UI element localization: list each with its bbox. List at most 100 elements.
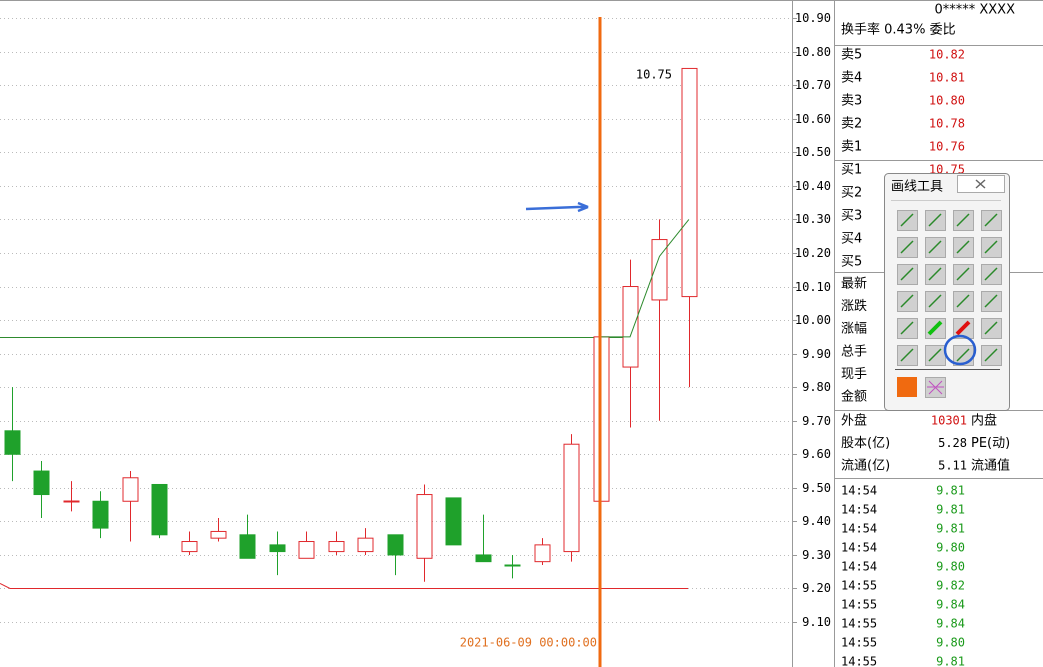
- y-tick-label: 9.80: [802, 380, 831, 394]
- candle-body: [681, 67, 698, 298]
- tool-glyph: [928, 240, 942, 254]
- tick-time: 14:55: [841, 579, 877, 593]
- y-tick-label: 10.00: [795, 313, 831, 327]
- ask-label: 卖2: [841, 117, 862, 132]
- candle-body: [357, 537, 374, 553]
- popup-title: 画线工具: [891, 180, 943, 195]
- tool-glyph: [928, 294, 942, 308]
- tool-glyph: [927, 380, 944, 395]
- bid-label: 买5: [841, 255, 862, 270]
- bid-label: 买4: [841, 232, 862, 247]
- y-tick-label: 10.40: [795, 179, 831, 193]
- candle-body: [181, 541, 198, 553]
- ask-label: 卖3: [841, 94, 862, 109]
- tool-glyph: [984, 294, 998, 308]
- tick-time: 14:54: [841, 522, 877, 536]
- stat-label: 总手: [841, 344, 867, 359]
- tool-glyph: [928, 267, 942, 281]
- ask-price: 10.82: [929, 48, 965, 62]
- highlight-circle: [943, 334, 977, 366]
- info-label: 股本(亿): [841, 436, 890, 451]
- y-tick-label: 10.60: [795, 112, 831, 126]
- y-tick-label: 10.30: [795, 212, 831, 226]
- candle-body: [445, 497, 462, 546]
- tool-glyph: [956, 267, 970, 281]
- y-tick-label: 9.40: [802, 514, 831, 528]
- candle-body: [4, 430, 21, 455]
- ask-label: 卖1: [841, 140, 862, 155]
- tool-glyph: [900, 321, 914, 335]
- ask-price: 10.76: [929, 140, 965, 154]
- candle-body: [92, 500, 109, 529]
- y-tick-label: 9.10: [802, 615, 831, 629]
- tick-time: 14:54: [841, 560, 877, 574]
- tool-glyph: [927, 320, 943, 336]
- tool-glyph: [900, 213, 914, 227]
- high-label: 10.75: [636, 68, 672, 82]
- candle-body: [651, 239, 668, 301]
- tool-glyph: [984, 267, 998, 281]
- moving-average: [600, 219, 690, 338]
- info-label: 外盘: [841, 413, 867, 429]
- candle-body: [269, 544, 286, 553]
- y-tick-label: 9.20: [802, 581, 831, 595]
- candle-body: [328, 541, 345, 553]
- ask-label: 卖5: [841, 48, 862, 63]
- y-tick-label: 10.10: [795, 280, 831, 294]
- tick-time: 14:55: [841, 617, 877, 631]
- candle-body: [475, 554, 492, 563]
- cursor-label: 2021-06-09 00:00:00: [460, 636, 597, 650]
- y-tick-label: 10.70: [795, 78, 831, 92]
- tool-glyph: [900, 267, 914, 281]
- tick-price: 9.81: [936, 655, 965, 667]
- tick-time: 14:54: [841, 484, 877, 498]
- bid-label: 买2: [841, 186, 862, 201]
- tool-glyph: [928, 348, 942, 362]
- tick-price: 9.82: [936, 579, 965, 593]
- tick-time: 14:55: [841, 655, 877, 667]
- turnover: 换手率 0.43% 委比: [841, 22, 956, 38]
- tool-glyph: [955, 320, 971, 336]
- tool-glyph: [956, 294, 970, 308]
- ask-price: 10.78: [929, 117, 965, 131]
- draw-tools-popup: 画线工具: [884, 173, 1010, 411]
- info-label: 流通值: [971, 458, 1010, 474]
- candle-body: [33, 470, 50, 496]
- tick-price: 9.81: [936, 522, 965, 536]
- y-tick-label: 10.20: [795, 246, 831, 260]
- tick-price: 9.80: [936, 636, 965, 650]
- y-tick-label: 9.50: [802, 481, 831, 495]
- y-tick-label: 10.90: [795, 11, 831, 25]
- ask-price: 10.81: [929, 71, 965, 85]
- tool-glyph: [900, 294, 914, 308]
- y-tick-label: 10.50: [795, 145, 831, 159]
- y-tick-label: 9.90: [802, 347, 831, 361]
- info-label: PE(动): [971, 436, 1010, 451]
- candle-body: [534, 544, 551, 563]
- low-line: [0, 583, 688, 589]
- tool-glyph: [956, 240, 970, 254]
- tool-glyph: [956, 213, 970, 227]
- color-swatch: [897, 377, 917, 397]
- tick-price: 9.81: [936, 484, 965, 498]
- tick-time: 14:54: [841, 503, 877, 517]
- info-value: 5.11: [938, 459, 967, 473]
- tick-time: 14:54: [841, 541, 877, 555]
- info-label: 内盘: [971, 413, 997, 429]
- tick-price: 9.84: [936, 598, 965, 612]
- ask-label: 卖4: [841, 71, 862, 86]
- tool-glyph: [900, 348, 914, 362]
- tool-glyph: [984, 321, 998, 335]
- info-value: 5.28: [938, 436, 967, 450]
- tool-glyph: [984, 348, 998, 362]
- tick-time: 14:55: [841, 636, 877, 650]
- ask-price: 10.80: [929, 94, 965, 108]
- tick-price: 9.80: [936, 560, 965, 574]
- tool-glyph: [956, 348, 970, 362]
- tool-glyph: [984, 213, 998, 227]
- tool-glyph: [928, 213, 942, 227]
- tool-glyph: [900, 240, 914, 254]
- stat-label: 现手: [841, 367, 867, 382]
- candle-body: [298, 541, 315, 559]
